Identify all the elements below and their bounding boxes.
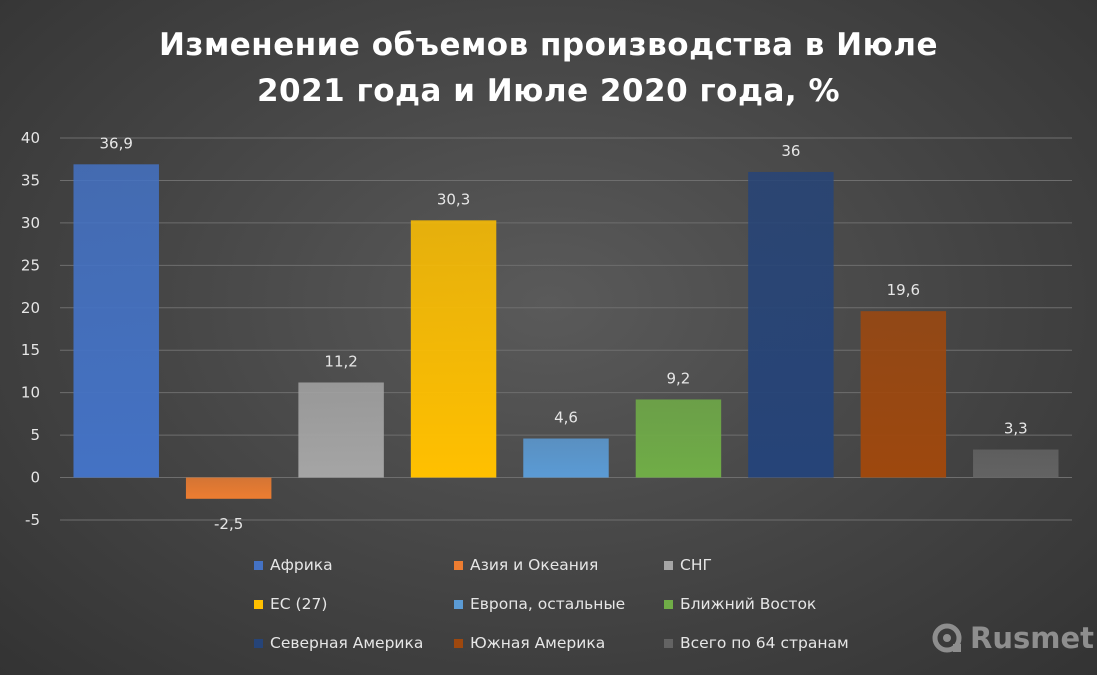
y-axis-tick-labels: -5 0 5 10 15 20 25 30 35 40 bbox=[21, 129, 40, 529]
y-tick-label: 0 bbox=[30, 469, 40, 487]
legend-item: Африка bbox=[254, 552, 454, 578]
bar bbox=[635, 399, 722, 478]
y-tick-label: -5 bbox=[25, 511, 40, 529]
legend-label: Северная Америка bbox=[270, 634, 424, 652]
data-label: -2,5 bbox=[214, 515, 243, 533]
watermark-text: Rusmet bbox=[970, 621, 1094, 655]
y-tick-label: 25 bbox=[21, 256, 40, 274]
y-tick-label: 15 bbox=[21, 341, 40, 359]
chart-title-line-1: Изменение объемов производства в Июле bbox=[158, 27, 938, 63]
data-label: 11,2 bbox=[324, 352, 357, 370]
data-label: 4,6 bbox=[554, 409, 578, 427]
legend-swatch bbox=[664, 560, 673, 570]
bar bbox=[748, 171, 834, 478]
bar bbox=[973, 449, 1059, 478]
legend-item: Азия и Океания bbox=[454, 552, 664, 578]
bar bbox=[523, 438, 609, 478]
legend-label: Ближний Восток bbox=[680, 595, 817, 613]
data-label: 36,9 bbox=[100, 134, 133, 152]
legend-label: ЕС (27) bbox=[270, 595, 328, 613]
legend-label: Европа, остальные bbox=[470, 595, 626, 613]
legend-item: ЕС (27) bbox=[254, 591, 454, 617]
bar bbox=[410, 220, 497, 478]
legend-swatch bbox=[254, 638, 263, 648]
watermark: Rusmet bbox=[930, 618, 1094, 658]
legend-swatch bbox=[664, 638, 673, 648]
data-label: 9,2 bbox=[667, 369, 691, 387]
data-label: 36 bbox=[781, 142, 800, 160]
data-labels: 36,9 -2,5 11,2 30,3 4,6 9,2 36 19,6 3,3 bbox=[100, 134, 1028, 532]
y-tick-label: 5 bbox=[30, 426, 40, 444]
y-tick-label: 30 bbox=[21, 214, 40, 232]
legend-label: Африка bbox=[270, 556, 333, 574]
y-tick-label: 10 bbox=[21, 384, 40, 402]
legend-swatch bbox=[664, 599, 673, 609]
legend-item: СНГ bbox=[664, 552, 894, 578]
bar bbox=[185, 477, 272, 499]
chart-title-line-2: 2021 года и Июле 2020 года, % bbox=[256, 73, 841, 109]
legend-swatch bbox=[454, 599, 463, 609]
legend-label: Азия и Океания bbox=[470, 556, 599, 574]
legend-item: Европа, остальные bbox=[454, 591, 664, 617]
y-tick-label: 40 bbox=[21, 129, 40, 147]
legend-label: Всего по 64 странам bbox=[680, 634, 849, 652]
bar bbox=[860, 311, 947, 478]
legend-item: Южная Америка bbox=[454, 630, 664, 656]
legend-swatch bbox=[254, 560, 263, 570]
y-tick-label: 35 bbox=[21, 171, 40, 189]
legend-label: Южная Америка bbox=[470, 634, 606, 652]
rusmet-logo-icon bbox=[932, 623, 962, 653]
data-label: 3,3 bbox=[1004, 420, 1028, 438]
legend-item: Северная Америка bbox=[254, 630, 454, 656]
legend-item: Ближний Восток bbox=[664, 591, 894, 617]
bar bbox=[73, 164, 159, 478]
legend-swatch bbox=[454, 560, 463, 570]
legend-label: СНГ bbox=[680, 556, 712, 574]
chart-title: Изменение объемов производства в Июле 20… bbox=[0, 22, 1097, 114]
bars bbox=[73, 164, 1059, 499]
legend: Африка Азия и Океания СНГ ЕС (27) Европа, ос… bbox=[254, 552, 894, 656]
legend-item: Всего по 64 странам bbox=[664, 630, 894, 656]
data-label: 30,3 bbox=[437, 190, 470, 208]
y-tick-label: 20 bbox=[21, 299, 40, 317]
bar bbox=[298, 382, 384, 478]
legend-swatch bbox=[454, 638, 463, 648]
data-label: 19,6 bbox=[887, 281, 920, 299]
legend-swatch bbox=[254, 599, 263, 609]
